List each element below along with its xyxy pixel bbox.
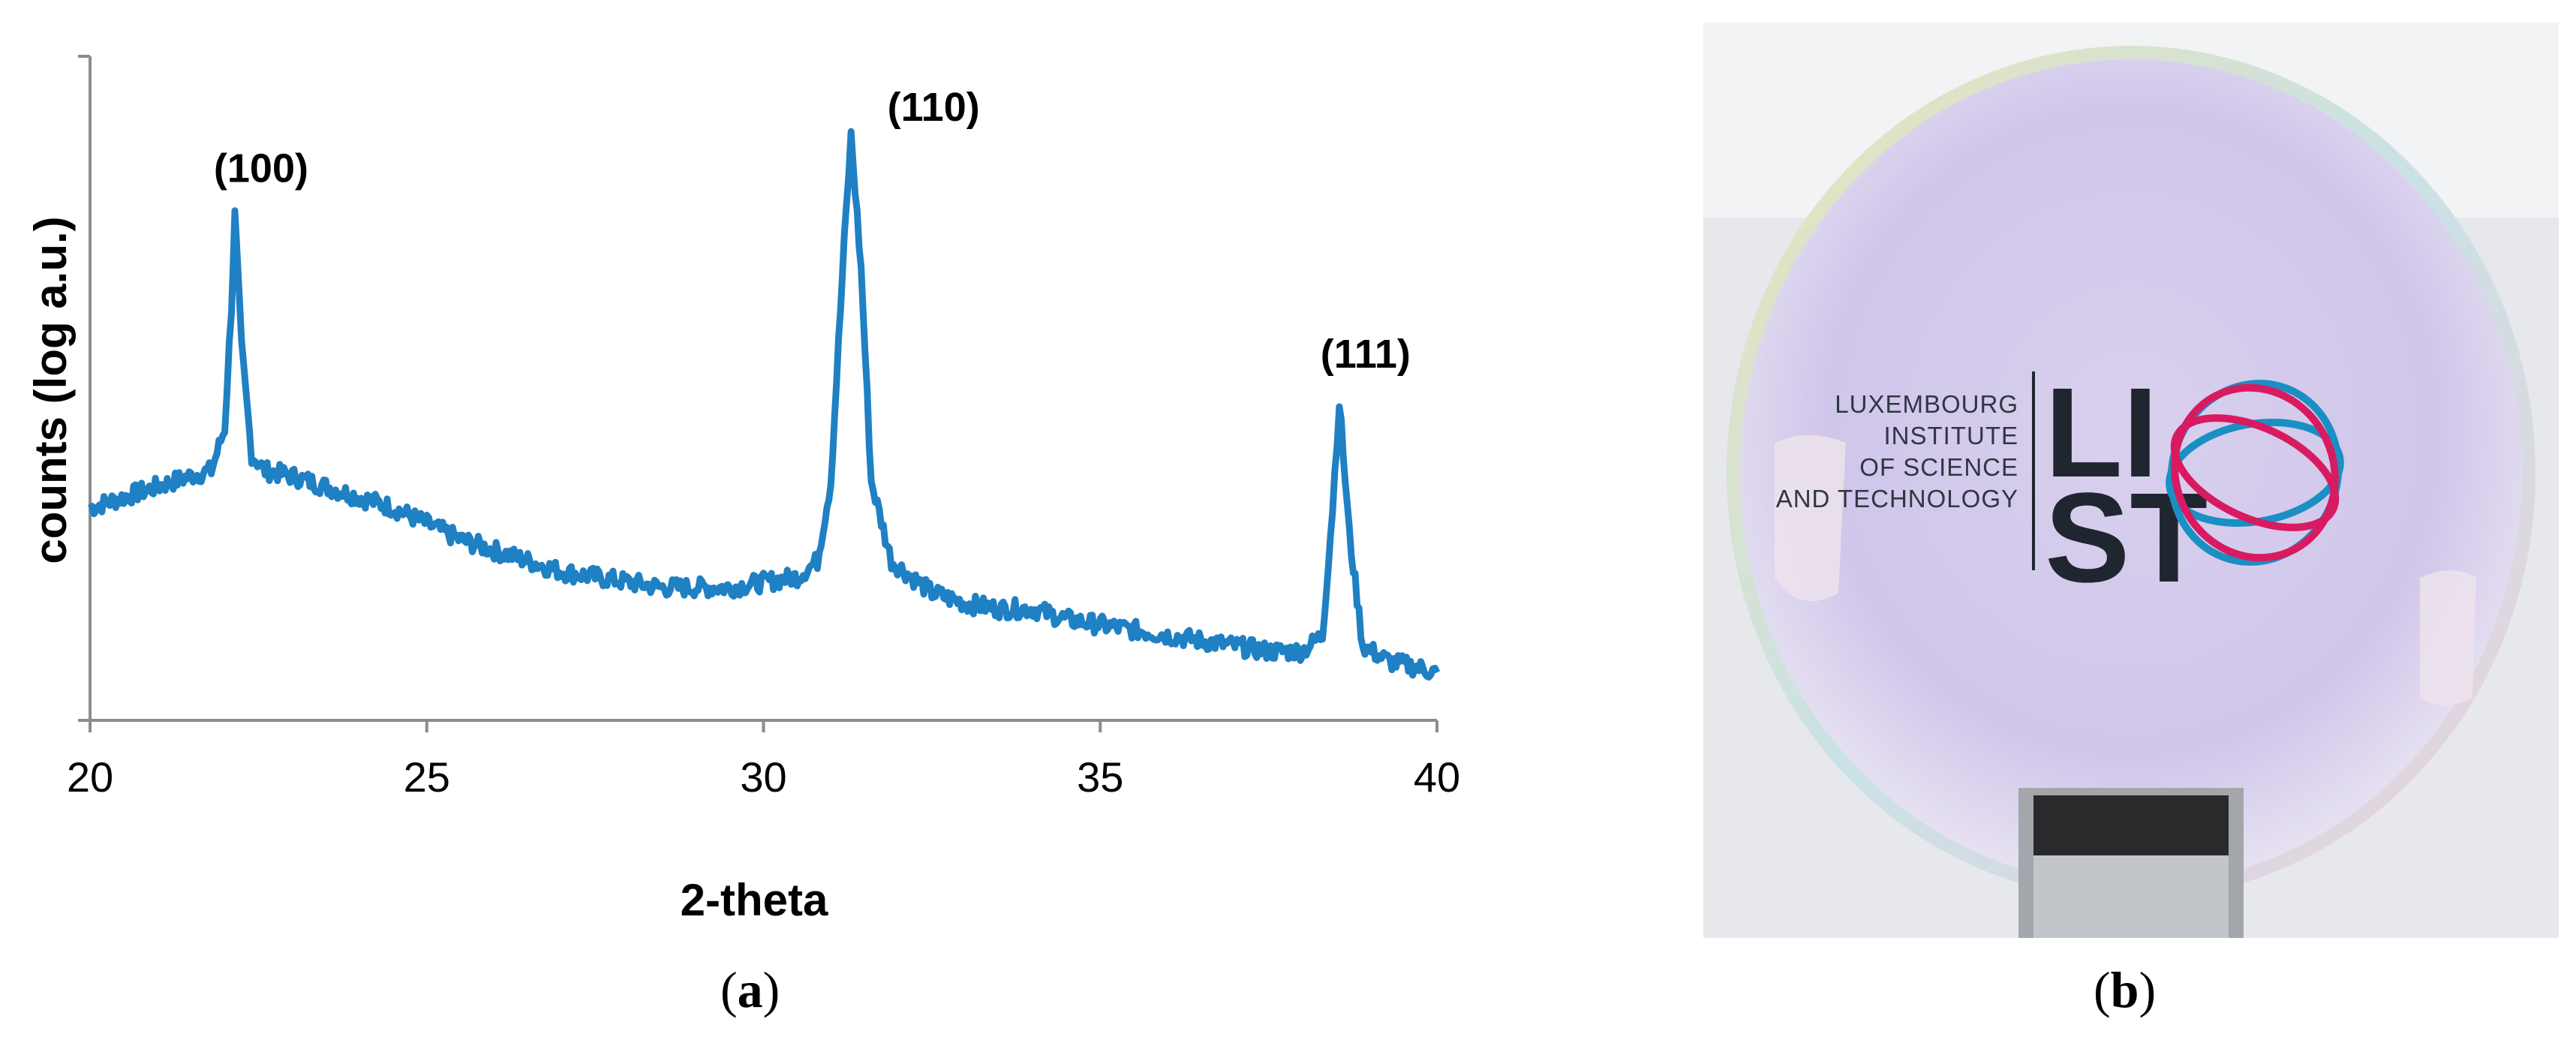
- x-tick-label: 30: [740, 753, 786, 801]
- logo-mark-bottom: ST: [2045, 467, 2208, 609]
- xrd-chart: 20 25 30 35 40 (100) (110) (111) 2-theta count…: [26, 55, 1460, 925]
- logo-mark-top: LI: [2045, 362, 2158, 504]
- panel-a-label: (a): [720, 961, 780, 1018]
- logo-line-3: OF SCIENCE: [1859, 453, 2018, 481]
- logo-orbit-icon: [2166, 380, 2344, 566]
- peak-label: (110): [888, 85, 980, 130]
- panel-b-label: (b): [2094, 961, 2157, 1018]
- wafer-photo: LUXEMBOURG INSTITUTE OF SCIENCE AND TECH…: [1703, 23, 2559, 938]
- y-axis-title: counts (log a.u.): [26, 216, 76, 564]
- peak-label: (100): [214, 146, 308, 191]
- panel-b-letter: b: [2110, 961, 2139, 1018]
- x-tick-label: 40: [1414, 753, 1460, 801]
- panel-a-letter: a: [737, 961, 763, 1018]
- logo-line-1: LUXEMBOURG: [1835, 390, 2018, 418]
- logo-line-2: INSTITUTE: [1884, 422, 2019, 449]
- xrd-series-line: [87, 128, 1441, 681]
- peak-label: (111): [1321, 332, 1411, 377]
- list-logo: LUXEMBOURG INSTITUTE OF SCIENCE AND TECH…: [1776, 362, 2344, 609]
- x-tick-label: 25: [404, 753, 450, 801]
- x-axis-title: 2-theta: [681, 875, 828, 925]
- peak-annotations: (100) (110) (111): [214, 85, 1411, 377]
- x-tick-label: 35: [1077, 753, 1123, 801]
- x-tick-label: 20: [67, 753, 113, 801]
- logo-line-4: AND TECHNOLOGY: [1776, 485, 2018, 512]
- x-ticks: 20 25 30 35 40: [67, 720, 1460, 801]
